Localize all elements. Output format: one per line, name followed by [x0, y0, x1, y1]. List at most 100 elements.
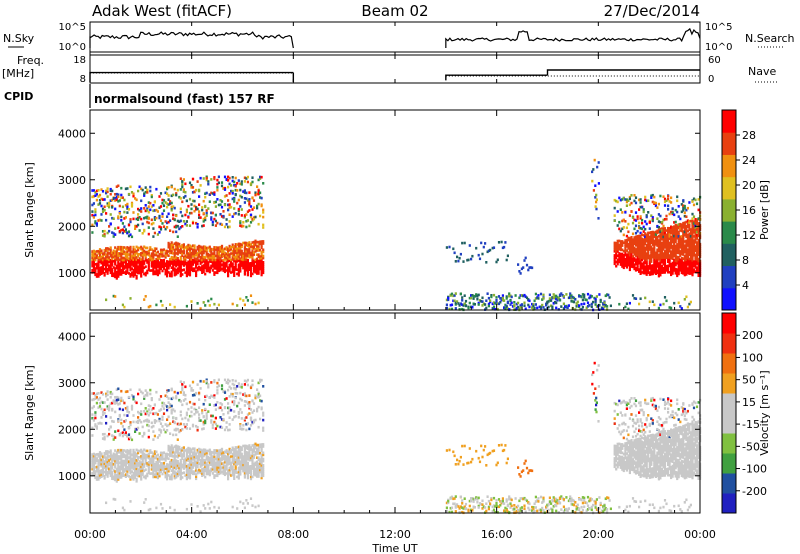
power-cell [685, 241, 688, 245]
velocity-cell [146, 455, 149, 459]
velocity-cell [216, 391, 219, 395]
power-cell [243, 260, 246, 263]
velocity-cell [109, 416, 112, 419]
power-cell [501, 298, 504, 302]
power-cell [251, 241, 254, 244]
power-cell [239, 270, 242, 273]
power-cell [621, 211, 624, 214]
power-cell [210, 178, 213, 181]
power-cell [256, 266, 259, 269]
power-cell [657, 241, 660, 244]
power-cell [114, 273, 117, 277]
velocity-cell [106, 390, 109, 393]
power-cell [692, 247, 696, 251]
power-cell [630, 256, 633, 260]
power-cell [156, 256, 159, 260]
power-cell [129, 252, 132, 255]
power-cell [481, 304, 484, 307]
velocity-cell [190, 448, 193, 452]
velocity-cell [141, 462, 144, 466]
power-cell [179, 219, 182, 223]
power-cell [155, 216, 158, 220]
power-cell [135, 277, 138, 280]
power-cell [676, 230, 679, 234]
power-cell [639, 227, 642, 230]
power-cell [185, 251, 188, 255]
velocity-cell [126, 410, 129, 413]
velocity-cell [149, 457, 152, 461]
velocity-cell [108, 406, 111, 409]
power-cell [248, 247, 251, 251]
velocity-cell [143, 452, 146, 456]
velocity-cell [105, 392, 108, 396]
power-cell [630, 242, 633, 245]
power-cell [647, 267, 650, 270]
velocity-cell [156, 459, 159, 463]
power-cell [172, 268, 175, 272]
power-cell [164, 249, 167, 253]
power-cell [147, 251, 150, 255]
power-cell [657, 228, 660, 232]
power-cell [153, 249, 156, 252]
velocity-cell [172, 446, 175, 450]
power-cell [552, 296, 555, 299]
nave-label: Nave [748, 65, 776, 78]
power-cell [155, 208, 158, 212]
power-cell [100, 261, 103, 265]
power-cell [117, 262, 120, 266]
power-cell [231, 192, 234, 195]
power-cell [579, 307, 582, 311]
velocity-cell [140, 461, 143, 464]
power-cell [114, 256, 117, 260]
power-cell [615, 250, 618, 253]
velocity-cell [109, 455, 112, 459]
power-cell [685, 245, 688, 249]
power-cell [461, 307, 464, 311]
power-cell [458, 304, 461, 307]
power-cell [129, 258, 132, 261]
power-cell [697, 238, 700, 242]
velocity-cell [161, 507, 164, 510]
power-cell [486, 292, 489, 295]
power-cell [677, 230, 680, 234]
velocity-cell [193, 459, 196, 463]
velocity-cell [216, 468, 219, 471]
power-cell [656, 229, 659, 233]
velocity-cell [120, 474, 123, 477]
power-cell [472, 297, 475, 300]
power-cell [685, 231, 688, 234]
power-cell [616, 260, 619, 264]
power-cell [105, 249, 108, 252]
power-cell [146, 215, 149, 219]
power-cell [634, 262, 638, 266]
power-cell [671, 268, 674, 271]
power-cell [448, 307, 451, 311]
power-cell [196, 256, 199, 259]
power-cell [100, 204, 103, 208]
power-cell [158, 225, 161, 229]
power-cell [138, 261, 141, 264]
power-cell [670, 263, 673, 266]
power-cell [562, 295, 565, 298]
velocity-cell [204, 465, 207, 468]
power-cell [449, 294, 452, 297]
power-cell [671, 244, 674, 248]
power-cell [668, 258, 671, 261]
power-cell [634, 266, 638, 270]
power-cell [677, 241, 680, 244]
nsky-tick-top: 10^5 [59, 22, 86, 33]
power-cell [97, 256, 100, 259]
velocity-cell [129, 461, 132, 464]
velocity-cell [181, 403, 184, 407]
power-cell [245, 262, 248, 266]
power-cell [647, 199, 650, 202]
power-cell [653, 250, 656, 253]
power-cell [225, 252, 228, 256]
power-cell [152, 260, 155, 263]
velocity-cell [121, 474, 124, 477]
velocity-cell [158, 464, 161, 467]
velocity-cell [188, 455, 192, 459]
velocity-cell [158, 470, 161, 474]
velocity-cell [211, 423, 214, 427]
power-cell [220, 255, 224, 258]
